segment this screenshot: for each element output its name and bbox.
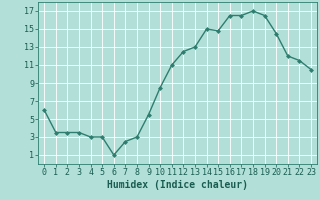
X-axis label: Humidex (Indice chaleur): Humidex (Indice chaleur) <box>107 180 248 190</box>
